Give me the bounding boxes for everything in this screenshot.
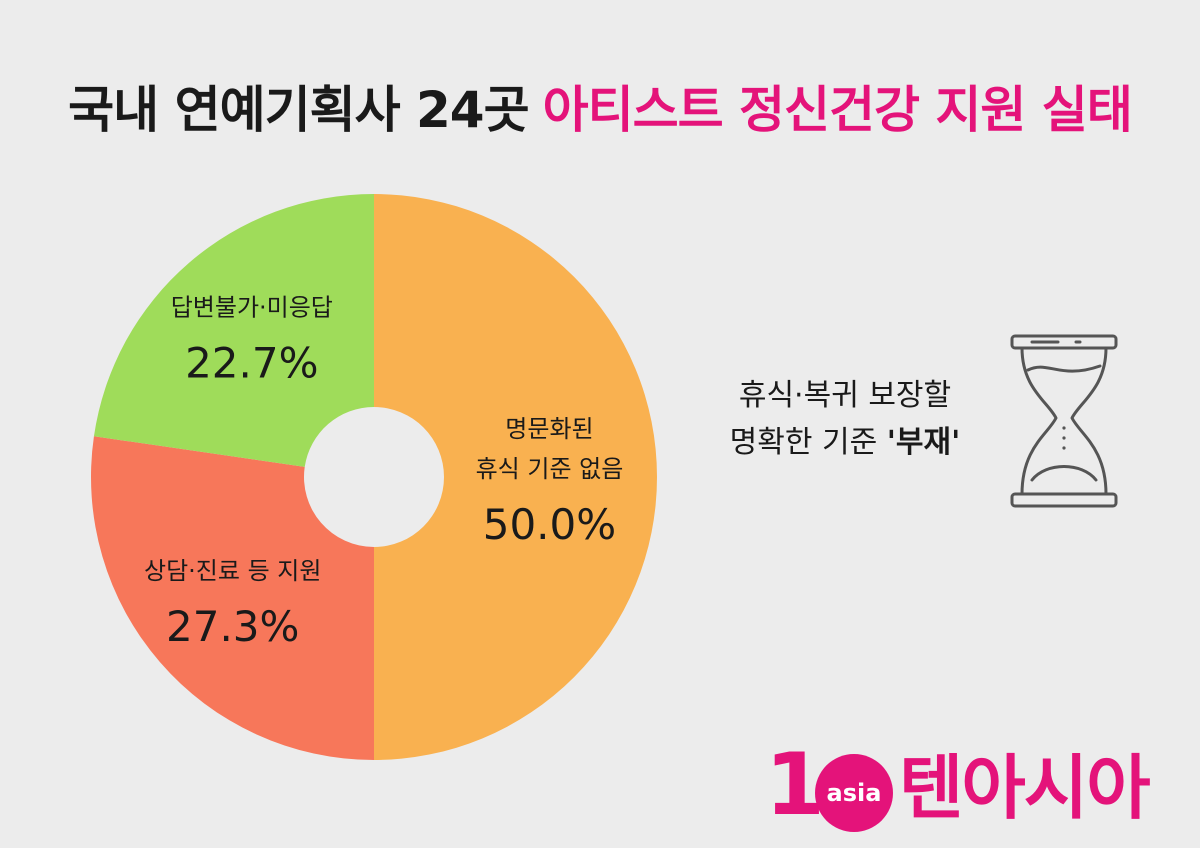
title-part-black: 국내 연예기획사 24곳 <box>68 81 529 139</box>
slice-label: 상담·진료 등 지원 <box>144 557 321 585</box>
slice-label: 휴식 기준 없음 <box>476 455 624 483</box>
brand-logo: 1 asia 텐아시아 <box>765 740 1185 840</box>
pie-slice <box>90 436 374 760</box>
slice-value-label: 27.3% <box>166 602 299 651</box>
note-line-1: 휴식·복귀 보장할 <box>738 378 952 413</box>
note-line-2: 명확한 기준 '부재' <box>680 419 1010 466</box>
annotation-note: 휴식·복귀 보장할 명확한 기준 '부재' <box>680 372 1010 466</box>
slice-label: 명문화된 <box>505 415 593 443</box>
logo-circle: asia <box>815 754 893 832</box>
chart-title: 국내 연예기획사 24곳 아티스트 정신건강 지원 실태 <box>0 70 1200 142</box>
logo-brand-text: 텐아시아 <box>899 747 1151 829</box>
note-line-2-prefix: 명확한 기준 <box>729 425 887 460</box>
note-line-2-emphasis: '부재' <box>886 425 961 460</box>
slice-value-label: 50.0% <box>483 500 616 549</box>
slice-value-label: 22.7% <box>185 339 318 388</box>
slice-label: 답변불가·미응답 <box>171 294 333 322</box>
pie-slice <box>374 194 657 760</box>
hourglass-icon <box>1010 334 1118 508</box>
pie-slice <box>93 193 375 467</box>
logo-number: 1 <box>765 735 825 835</box>
title-part-highlight: 아티스트 정신건강 지원 실태 <box>542 81 1133 139</box>
